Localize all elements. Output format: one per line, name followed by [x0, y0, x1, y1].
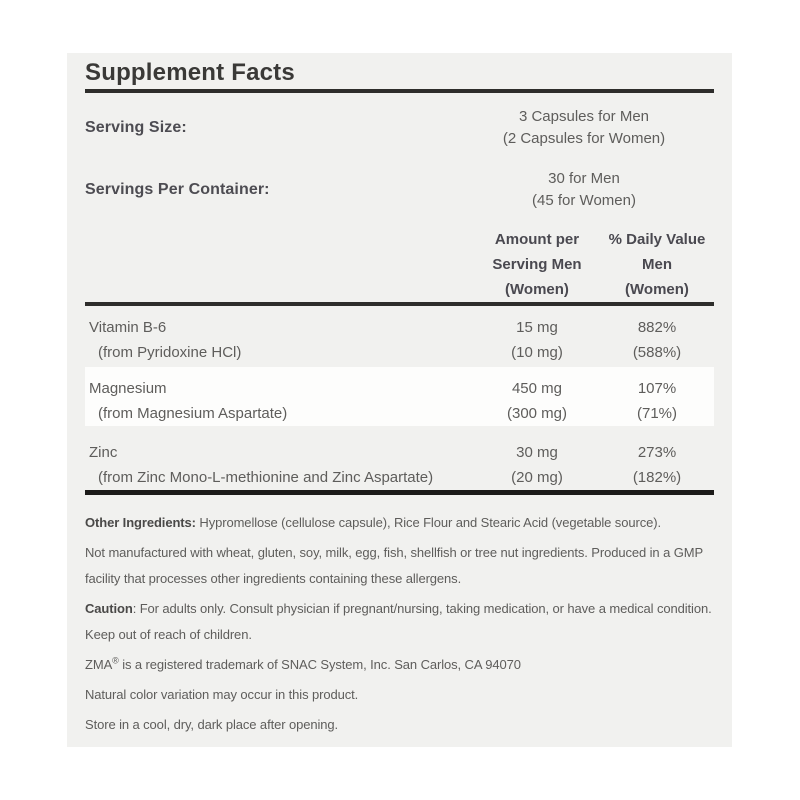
nutrient-amount-women: (20 mg) — [511, 469, 563, 486]
table-row-vitamin-b6: Vitamin B-6 15 mg 882% (from Pyridoxine … — [85, 306, 714, 367]
amount-header-line: Amount per — [494, 231, 580, 248]
nutrient-name: Zinc — [89, 444, 118, 461]
storage-note: Store in a cool, dry, dark place after o… — [85, 717, 339, 732]
amount-header-line: Serving Men — [492, 256, 582, 273]
nutrient-source: (from Zinc Mono-L-methionine and Zinc As… — [98, 469, 434, 486]
nutrient-daily-value: 882% — [637, 319, 677, 336]
serving-size-women: (2 Capsules for Women) — [502, 130, 666, 147]
other-ingredients-note: Other Ingredients: Hypromellose (cellulo… — [85, 515, 661, 530]
daily-value-column-header: % Daily Value Men (Women) — [577, 227, 737, 302]
servings-men: 30 for Men — [548, 170, 620, 187]
daily-value-header-line: % Daily Value — [608, 231, 706, 248]
nutrient-name: Magnesium — [89, 380, 167, 397]
nutrient-amount-women: (10 mg) — [511, 344, 563, 361]
supplement-facts-panel: Supplement Facts Serving Size: 3 Capsule… — [67, 53, 732, 747]
nutrient-amount: 15 mg — [516, 319, 558, 336]
other-ingredients-label: Other Ingredients: — [85, 515, 196, 530]
nutrient-source: (from Pyridoxine HCl) — [98, 344, 242, 361]
header-divider — [85, 302, 714, 306]
daily-value-header-line: Men — [642, 256, 672, 273]
nutrient-daily-value: 107% — [637, 380, 677, 397]
nutrient-amount-women: (300 mg) — [506, 405, 568, 422]
amount-header-line: (Women) — [505, 281, 569, 298]
allergen-note: Not manufactured with wheat, gluten, soy… — [85, 545, 703, 586]
nutrient-daily-value-women: (71%) — [636, 405, 677, 422]
nutrient-daily-value-women: (588%) — [632, 344, 682, 361]
table-column-headers: Amount per Serving Men (Women) % Daily V… — [85, 227, 714, 302]
supplement-facts-title: Supplement Facts — [85, 59, 295, 86]
table-bottom-divider — [85, 490, 714, 495]
amount-column-header: Amount per Serving Men (Women) — [447, 227, 627, 302]
table-row-magnesium: Magnesium 450 mg 107% (from Magnesium As… — [85, 367, 714, 426]
servings-per-container-label: Servings Per Container: — [85, 181, 270, 198]
serving-size-men: 3 Capsules for Men — [518, 108, 650, 125]
footnotes: Other Ingredients: Hypromellose (cellulo… — [85, 495, 714, 738]
title-divider — [85, 89, 714, 93]
nutrient-source: (from Magnesium Aspartate) — [98, 405, 288, 422]
nutrient-amount: 450 mg — [511, 380, 563, 397]
caution-note: Caution: For adults only. Consult physic… — [85, 601, 712, 642]
caution-label: Caution — [85, 601, 133, 616]
nutrient-daily-value-women: (182%) — [632, 469, 682, 486]
trademark-note: ZMA® is a registered trademark of SNAC S… — [85, 655, 521, 672]
nutrient-name: Vitamin B-6 — [89, 319, 167, 336]
serving-size-row: Serving Size: 3 Capsules for Men (2 Caps… — [85, 106, 714, 150]
servings-per-container-value: 30 for Men (45 for Women) — [439, 168, 729, 212]
nutrient-amount: 30 mg — [516, 444, 558, 461]
daily-value-header-line: (Women) — [625, 281, 689, 298]
registered-trademark-symbol: ® — [112, 655, 119, 666]
servings-per-container-row: Servings Per Container: 30 for Men (45 f… — [85, 168, 714, 212]
serving-size-value: 3 Capsules for Men (2 Capsules for Women… — [439, 106, 729, 150]
servings-women: (45 for Women) — [532, 192, 636, 209]
nutrient-daily-value: 273% — [637, 444, 677, 461]
color-variation-note: Natural color variation may occur in thi… — [85, 687, 359, 702]
table-row-zinc: Zinc 30 mg 273% (from Zinc Mono-L-methio… — [85, 426, 714, 490]
serving-size-label: Serving Size: — [85, 119, 187, 136]
